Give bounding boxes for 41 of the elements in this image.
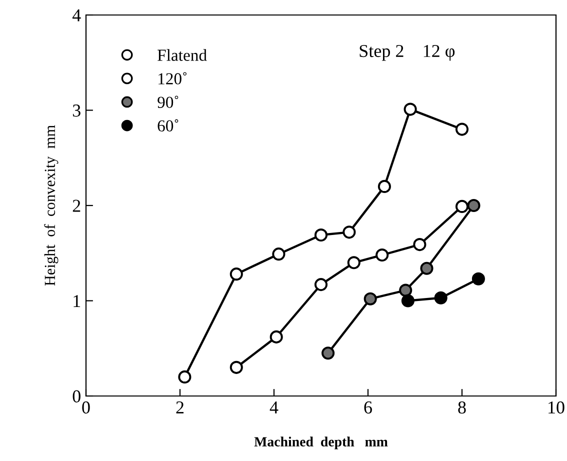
- point: [401, 294, 414, 308]
- x-tick-label: 0: [82, 401, 90, 414]
- point: [472, 272, 485, 286]
- point: [230, 268, 243, 281]
- x-axis-title: Machined depth mm: [254, 436, 388, 450]
- point: [342, 226, 356, 239]
- y-tick-label: 2: [72, 200, 80, 212]
- y-tick-label: 1: [74, 295, 80, 308]
- point: [413, 238, 426, 252]
- point: [455, 200, 469, 213]
- point: [178, 370, 192, 384]
- legend-label: Flatend: [158, 49, 207, 61]
- x-tick-label: 4: [270, 402, 278, 414]
- point: [270, 330, 283, 344]
- y-tick-label: 3: [72, 104, 80, 117]
- annotation: Step 2 12 φ: [360, 44, 455, 61]
- point: [467, 198, 480, 212]
- point: [399, 284, 412, 297]
- point: [378, 180, 391, 193]
- x-tick-label: 8: [458, 401, 466, 414]
- point: [376, 248, 389, 262]
- legend-label: 120˚: [158, 72, 186, 84]
- point: [272, 248, 286, 261]
- point: [314, 278, 328, 292]
- x-tick-label: 6: [364, 401, 372, 414]
- legend-label: 60˚: [158, 119, 178, 132]
- y-tick-label: 0: [72, 390, 80, 402]
- y-axis-title: Height of convexity mm: [44, 125, 58, 286]
- y-tick-label: 4: [72, 9, 81, 22]
- point: [404, 102, 417, 116]
- point: [420, 262, 434, 275]
- point: [434, 291, 448, 304]
- point: [314, 228, 328, 242]
- point: [455, 122, 469, 136]
- point: [347, 256, 360, 270]
- legend-label: 90˚: [158, 96, 178, 108]
- point: [364, 292, 377, 306]
- x-tick-label: 2: [176, 401, 184, 414]
- x-tick-label: 10: [548, 401, 564, 414]
- point: [322, 346, 335, 360]
- point: [230, 360, 243, 374]
